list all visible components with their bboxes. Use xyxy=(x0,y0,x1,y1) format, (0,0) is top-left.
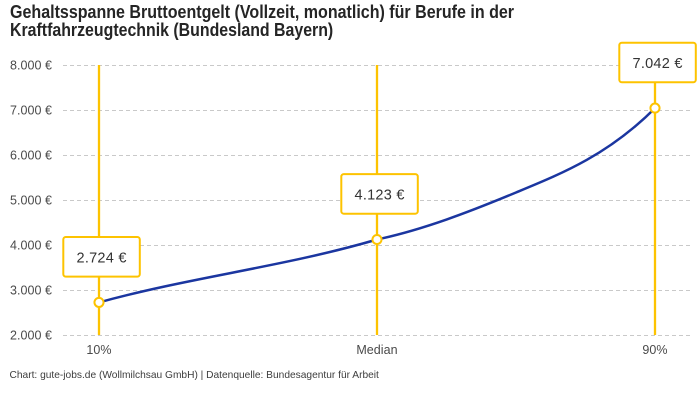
svg-text:7.042 €: 7.042 € xyxy=(633,56,683,72)
svg-text:4.000 €: 4.000 € xyxy=(10,239,52,253)
svg-text:10%: 10% xyxy=(86,343,111,357)
svg-text:3.000 €: 3.000 € xyxy=(10,284,52,298)
svg-text:Median: Median xyxy=(356,343,397,357)
svg-text:4.123 €: 4.123 € xyxy=(355,188,405,204)
svg-text:6.000 €: 6.000 € xyxy=(10,149,52,163)
svg-text:5.000 €: 5.000 € xyxy=(10,194,52,208)
svg-text:2.724 €: 2.724 € xyxy=(77,251,127,267)
svg-text:7.000 €: 7.000 € xyxy=(10,104,52,118)
svg-text:8.000 €: 8.000 € xyxy=(10,59,52,73)
svg-text:2.000 €: 2.000 € xyxy=(10,329,52,343)
svg-text:90%: 90% xyxy=(642,343,667,357)
